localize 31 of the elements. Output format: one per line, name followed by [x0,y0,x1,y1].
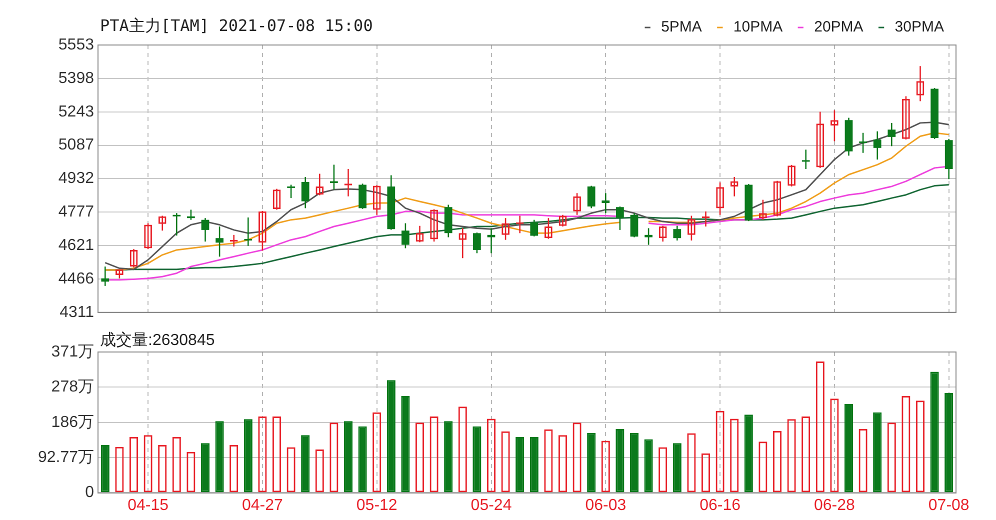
legend-label: 30PMA [894,18,944,36]
y-tick-label: 5398 [58,70,94,87]
candlestick [402,222,410,249]
legend-label: 10PMA [733,18,783,36]
x-tick-label: 06-03 [585,496,626,514]
y-tick-label: 5553 [58,36,94,54]
x-tick-label: 05-24 [470,496,512,514]
candlestick [473,232,481,254]
y-tick-label: 4621 [58,236,94,254]
y-tick-label: 4932 [58,170,94,188]
candlestick [644,228,652,246]
legend-label: 5PMA [661,18,702,36]
y-tick-label: 278万 [51,378,94,396]
x-tick-label: 07-08 [928,496,970,514]
x-tick-label: 06-16 [700,496,741,514]
x-tick-label: 04-27 [242,496,284,514]
y-tick-label: 4777 [58,204,94,221]
y-tick-label: 4311 [60,304,94,321]
y-tick-label: 5243 [58,103,94,120]
x-tick-label: 04-15 [128,496,169,514]
y-tick-label: 92.77万 [38,449,94,466]
y-tick-label: 186万 [51,414,94,431]
y-tick-label: 5087 [58,136,94,154]
legend-label: 20PMA [814,18,864,36]
y-tick-label: 4466 [58,270,94,288]
y-tick-label: 371万 [51,343,94,360]
x-tick-label: 06-28 [814,496,856,514]
chart-title: PTA主力[TAM] 2021-07-08 15:00 [100,16,373,37]
y-tick-label: 0 [85,484,94,502]
text: 成交量:2630845 [100,330,215,351]
x-tick-label: 05-12 [356,496,398,514]
